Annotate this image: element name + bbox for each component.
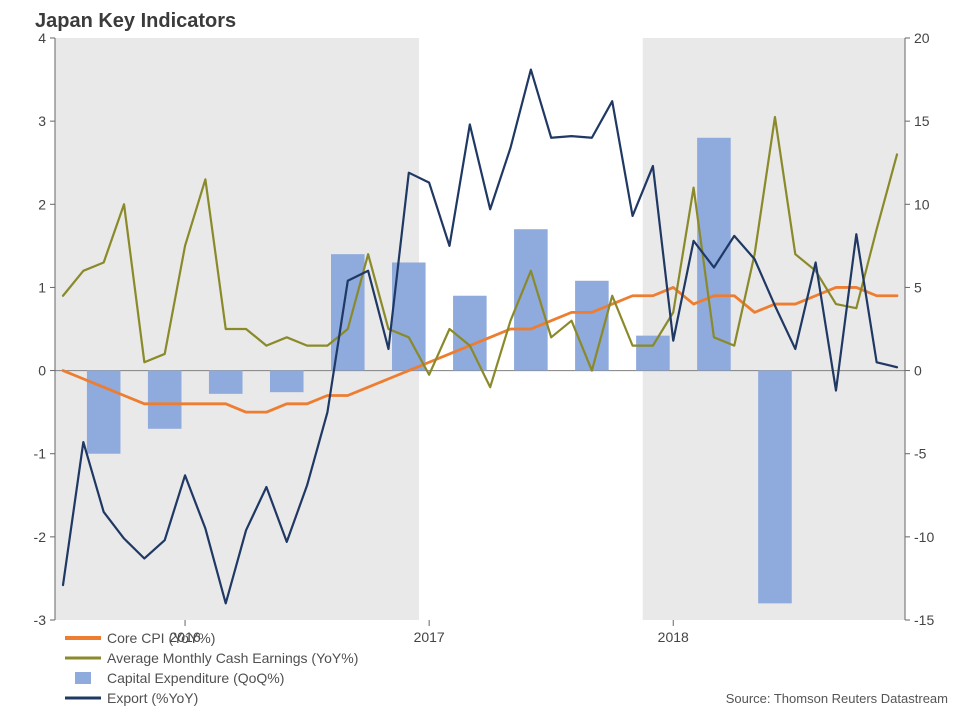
legend-label: Capital Expenditure (QoQ%) <box>107 670 284 686</box>
svg-text:5: 5 <box>914 279 922 295</box>
chart-legend: Core CPI (YoY%) Average Monthly Cash Earn… <box>65 628 358 708</box>
svg-text:10: 10 <box>914 196 930 212</box>
chart-canvas: -3-2-101234-15-10-505101520201620172018 <box>0 0 960 720</box>
svg-text:2017: 2017 <box>414 629 445 645</box>
svg-text:-15: -15 <box>914 612 934 628</box>
svg-text:15: 15 <box>914 113 930 129</box>
legend-swatch <box>65 631 101 645</box>
legend-item: Average Monthly Cash Earnings (YoY%) <box>65 648 358 668</box>
svg-text:1: 1 <box>38 279 46 295</box>
legend-swatch <box>65 671 101 685</box>
legend-label: Average Monthly Cash Earnings (YoY%) <box>107 650 358 666</box>
svg-text:-10: -10 <box>914 529 934 545</box>
svg-text:0: 0 <box>38 363 46 379</box>
chart-title: Japan Key Indicators <box>35 10 236 33</box>
legend-swatch <box>65 691 101 705</box>
svg-text:-3: -3 <box>34 612 47 628</box>
svg-text:-1: -1 <box>34 446 47 462</box>
legend-label: Export (%YoY) <box>107 690 198 706</box>
svg-text:2: 2 <box>38 196 46 212</box>
svg-text:3: 3 <box>38 113 46 129</box>
svg-text:0: 0 <box>914 363 922 379</box>
legend-item: Core CPI (YoY%) <box>65 628 358 648</box>
svg-text:-2: -2 <box>34 529 47 545</box>
source-attribution: Source: Thomson Reuters Datastream <box>726 691 948 706</box>
svg-text:20: 20 <box>914 30 930 46</box>
legend-item: Export (%YoY) <box>65 688 358 708</box>
svg-text:-5: -5 <box>914 446 927 462</box>
svg-text:2018: 2018 <box>658 629 689 645</box>
legend-item: Capital Expenditure (QoQ%) <box>65 668 358 688</box>
legend-label: Core CPI (YoY%) <box>107 630 215 646</box>
legend-swatch <box>65 651 101 665</box>
